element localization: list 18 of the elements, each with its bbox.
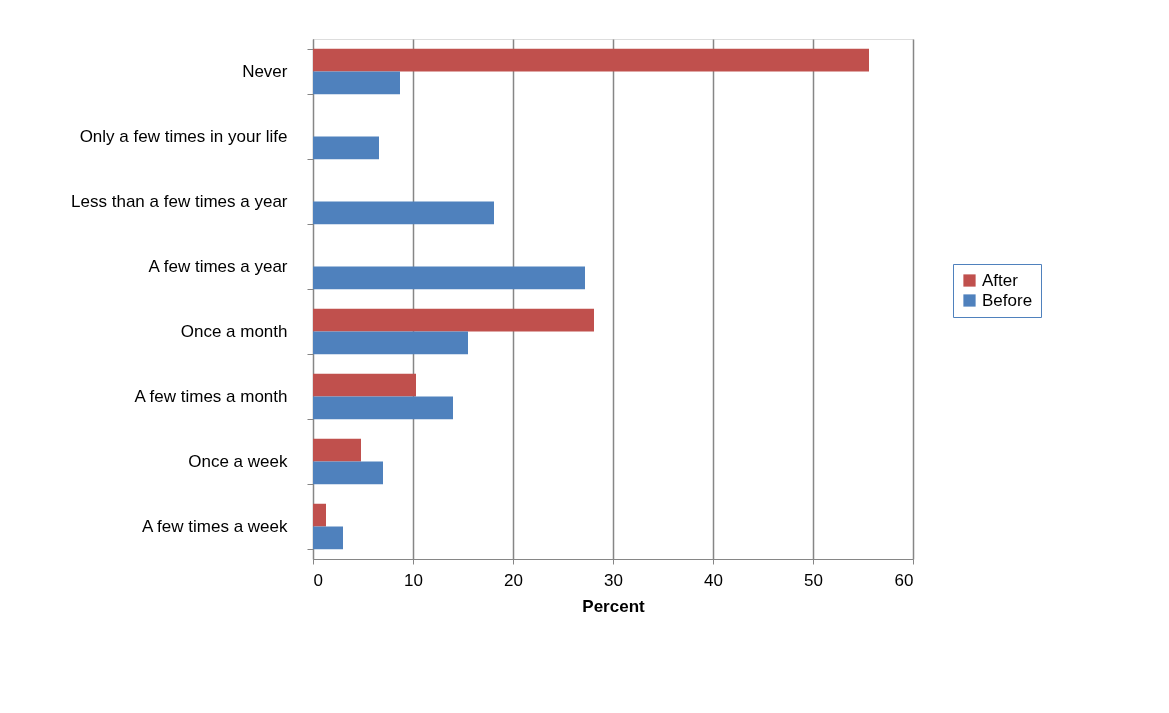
x-tick-label: 10 — [404, 570, 423, 590]
x-tick-label: 20 — [504, 570, 523, 590]
legend-label: After — [982, 270, 1019, 290]
y-tick-label: Never — [242, 62, 288, 81]
legend-label: Before — [982, 290, 1033, 310]
x-tick-label: 60 — [894, 570, 914, 590]
y-tick-label: A few times a month — [134, 387, 288, 406]
y-tick-label: A few times a week — [141, 517, 288, 536]
x-tick-label: 30 — [604, 570, 623, 590]
y-tick-label: Once a month — [180, 322, 288, 341]
x-tick-label: 50 — [804, 570, 823, 590]
x-tick-label: 40 — [704, 570, 723, 590]
y-tick-label: A few times a year — [148, 257, 288, 276]
y-tick-label: Only a few times in your life — [79, 127, 288, 146]
x-axis-title: Percent — [582, 596, 646, 616]
y-tick-label: Once a week — [188, 452, 288, 471]
x-tick-label: 0 — [313, 570, 323, 590]
y-tick-label: Less than a few times a year — [71, 192, 288, 211]
